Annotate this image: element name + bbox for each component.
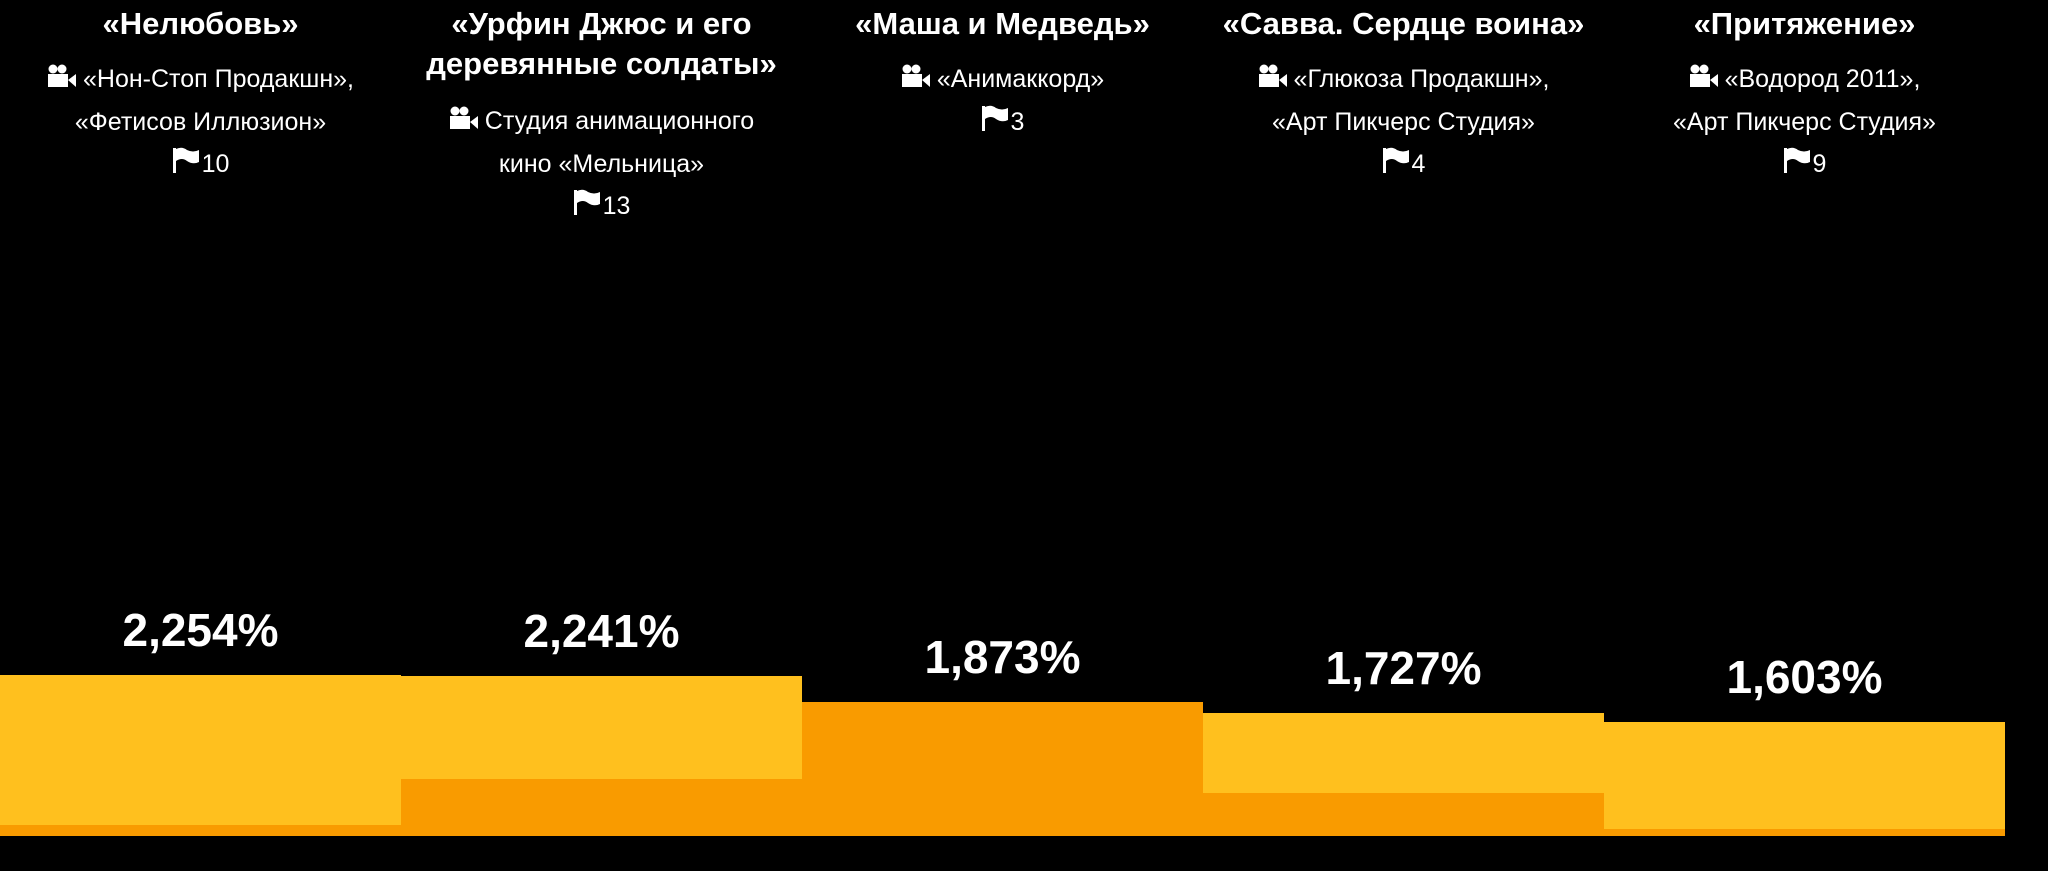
value-label: 1,727%: [1325, 641, 1482, 694]
flag-value: 13: [602, 192, 631, 221]
studio-line: «Арт Пикчерс Студия»: [1604, 101, 2005, 143]
bar-segment: [802, 702, 1203, 836]
film-meta: «Водород 2011», «Арт Пикчерс Студия» 9: [1604, 58, 2005, 187]
film-column: «Маша и Медведь» «Анимаккорд» 3 1,873%: [802, 0, 1203, 871]
flag-count: 4: [1203, 143, 1604, 186]
studio-name: «Арт Пикчерс Студия»: [1272, 108, 1535, 137]
bar-segment: [1604, 828, 2005, 836]
movie-camera-icon: [1689, 59, 1719, 101]
flag-icon: [573, 187, 601, 229]
studio-name: «Арт Пикчерс Студия»: [1673, 108, 1936, 137]
value-label: 2,254%: [122, 604, 279, 656]
bar-segment: [0, 824, 401, 836]
value-label: 2,241%: [523, 604, 680, 657]
film-meta: «Нон-Стоп Продакшн», «Фетисов Иллюзион» 10: [0, 58, 401, 187]
value-label: 1,603%: [1726, 650, 1883, 703]
film-column: «Савва. Сердце воина» «Глюкоза Продакшн»,…: [1203, 0, 1604, 871]
flag-count: 9: [1604, 143, 2005, 186]
film-title: «Маша и Медведь»: [855, 6, 1150, 41]
film-title: «Савва. Сердце воина»: [1222, 6, 1585, 41]
studio-name: «Глюкоза Продакшн»,: [1293, 65, 1550, 93]
film-title: «Притяжение»: [1693, 6, 1916, 41]
movie-camera-icon: [901, 59, 931, 101]
studio-name: Студия анимационного: [484, 107, 755, 135]
studio-name: «Фетисов Иллюзион»: [74, 108, 327, 137]
flag-count: 10: [0, 143, 401, 186]
studio-name: кино «Мельница»: [498, 150, 705, 179]
bar: [0, 675, 401, 836]
film-column: «Притяжение» «Водород 2011», «Арт Пикчерс …: [1604, 0, 2005, 871]
bar-segment: [401, 778, 802, 836]
movie-camera-icon: [449, 101, 479, 143]
studio-line: «Нон-Стоп Продакшн»,: [0, 58, 401, 101]
film-column: «Нелюбовь» «Нон-Стоп Продакшн», «Фетисов И…: [0, 0, 401, 871]
film-column: «Урфин Джюс и его деревянные солдаты» Сту…: [401, 0, 802, 871]
film-meta: Студия анимационного кино «Мельница» 13: [401, 100, 802, 229]
flag-value: 4: [1411, 150, 1426, 179]
studio-line: «Водород 2011»,: [1604, 58, 2005, 101]
flag-icon: [1783, 145, 1811, 187]
flag-count: 3: [802, 101, 1203, 144]
flag-value: 10: [201, 150, 230, 179]
studio-name: «Водород 2011»,: [1724, 65, 1921, 93]
flag-value: 9: [1812, 150, 1827, 179]
studio-line: «Фетисов Иллюзион»: [0, 101, 401, 143]
studio-line: «Арт Пикчерс Студия»: [1203, 101, 1604, 143]
studio-name: «Анимаккорд»: [936, 65, 1105, 93]
studio-line: «Анимаккорд»: [802, 58, 1203, 101]
film-title: «Нелюбовь»: [102, 6, 299, 41]
flag-icon: [172, 145, 200, 187]
movie-camera-icon: [47, 59, 77, 101]
film-meta: «Анимаккорд» 3: [802, 58, 1203, 145]
movie-camera-icon: [1258, 59, 1288, 101]
flag-count: 13: [401, 185, 802, 228]
flag-icon: [981, 103, 1009, 145]
film-title: «Урфин Джюс и его деревянные солдаты»: [426, 6, 777, 81]
bar-segment: [1203, 793, 1604, 836]
flag-value: 3: [1010, 108, 1025, 137]
value-label: 1,873%: [924, 631, 1081, 684]
bar: [1604, 721, 2005, 836]
film-meta: «Глюкоза Продакшн», «Арт Пикчерс Студия» 4: [1203, 58, 1604, 187]
studio-line: кино «Мельница»: [401, 143, 802, 185]
studio-line: «Глюкоза Продакшн»,: [1203, 58, 1604, 101]
flag-icon: [1382, 145, 1410, 187]
studio-name: «Нон-Стоп Продакшн»,: [83, 65, 354, 93]
studio-line: Студия анимационного: [401, 100, 802, 143]
